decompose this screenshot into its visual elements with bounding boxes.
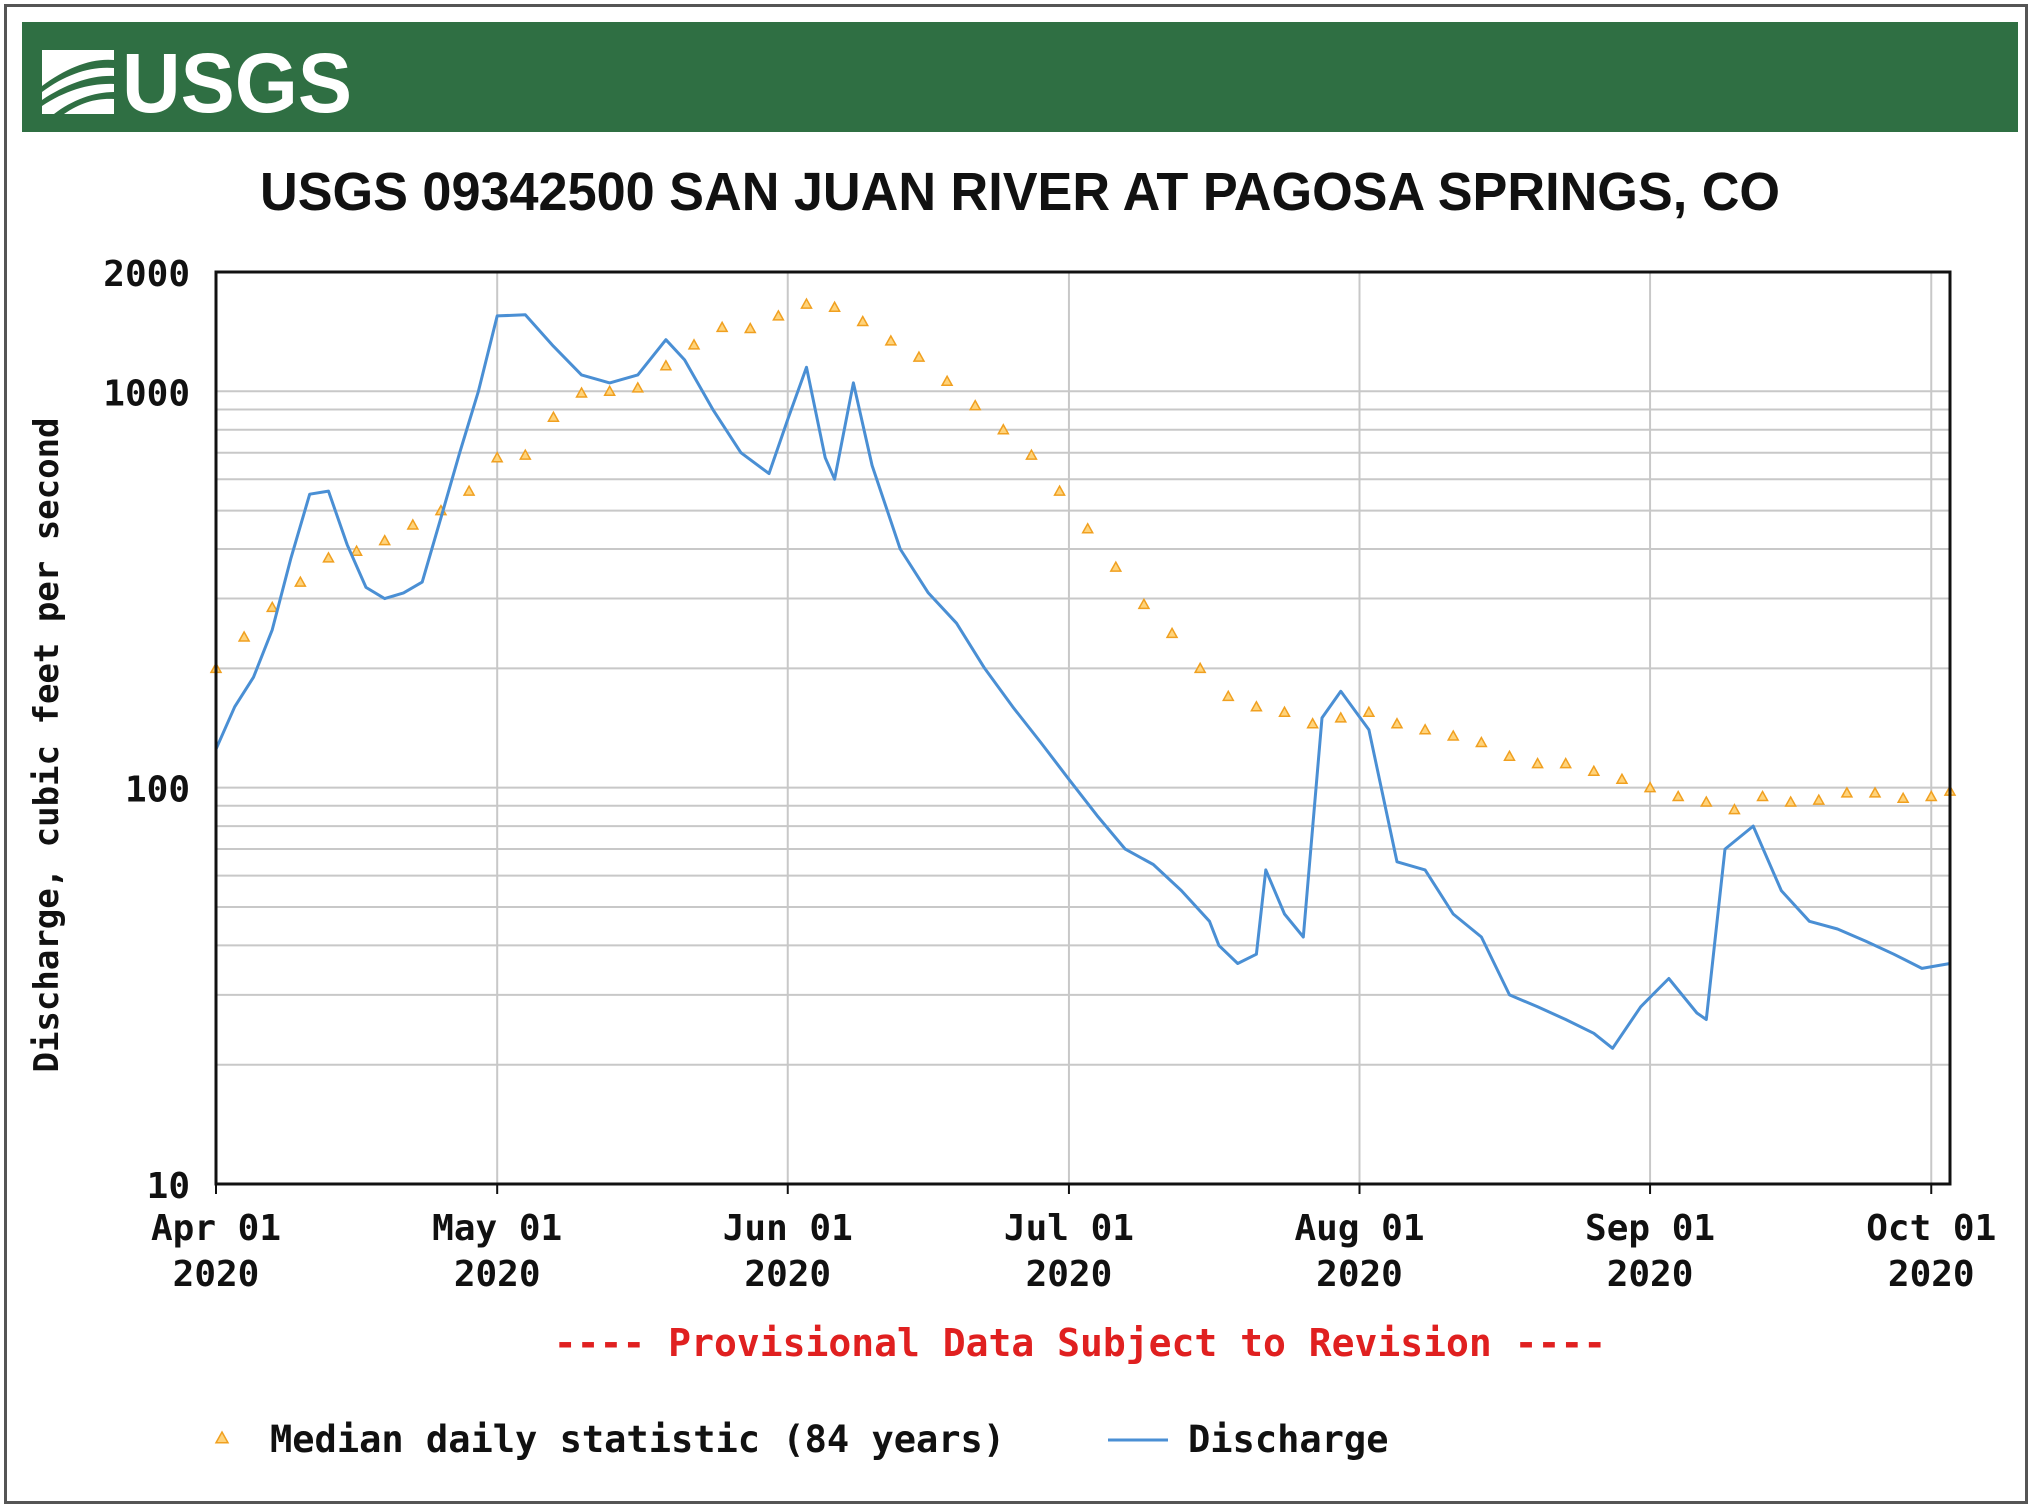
y-tick-label: 10 — [147, 1166, 190, 1207]
median-point — [1924, 789, 1938, 802]
y-axis-ticks: 2000 1000 100 10 — [103, 254, 190, 1207]
provisional-annotation: ---- Provisional Data Subject to Revisio… — [554, 1321, 1606, 1365]
chart-frame — [4, 4, 2028, 1504]
x-tick-label-year: 2020 — [454, 1254, 541, 1295]
median-point — [1559, 757, 1572, 769]
median-point — [856, 314, 870, 327]
plot-area-border — [214, 270, 1952, 1186]
median-point — [912, 350, 926, 362]
x-tick-label-year: 2020 — [1026, 1254, 1113, 1295]
x-tick-label-month: Jul 01 — [1004, 1208, 1134, 1249]
y-tick-label: 1000 — [103, 373, 190, 414]
median-point — [1193, 661, 1207, 674]
x-tick-label-year: 2020 — [1888, 1254, 1975, 1295]
grid — [215, 271, 1950, 1184]
y-tick-label: 100 — [125, 770, 190, 811]
median-point — [997, 423, 1010, 435]
median-point — [1475, 735, 1488, 748]
median-point — [772, 309, 785, 321]
median-point — [1868, 786, 1882, 798]
median-point — [1700, 795, 1713, 807]
median-point — [828, 300, 841, 312]
median-point — [237, 630, 251, 642]
legend: Median daily statistic (84 years) Discha… — [214, 1418, 1388, 1461]
x-tick-label-month: Oct 01 — [1866, 1208, 1996, 1249]
median-point — [378, 534, 391, 546]
median-point — [1643, 781, 1657, 793]
median-point — [1615, 772, 1629, 785]
median-point — [1025, 448, 1038, 460]
median-point — [1278, 705, 1291, 717]
median-point — [1840, 786, 1854, 798]
median-point — [519, 448, 532, 460]
median-point — [322, 551, 335, 563]
median-point — [603, 384, 616, 397]
median-point — [800, 297, 813, 309]
median-point — [1250, 700, 1263, 712]
median-point — [715, 320, 729, 333]
legend-median-label: Median daily statistic (84 years) — [270, 1418, 1005, 1461]
median-point — [884, 334, 898, 346]
median-point — [1165, 626, 1179, 639]
median-point — [968, 399, 982, 411]
x-tick-label-month: Apr 01 — [151, 1208, 281, 1249]
median-point — [575, 386, 588, 398]
legend-discharge-label: Discharge — [1188, 1418, 1388, 1461]
median-series — [209, 297, 1957, 815]
median-point — [631, 381, 645, 393]
usgs-logo: USGS — [42, 36, 352, 126]
x-axis-ticks: Apr 01 2020 May 01 2020 Jun 01 2020 Jul 01 2020… — [151, 1184, 1996, 1295]
median-point — [687, 338, 701, 350]
x-tick-label-year: 2020 — [1316, 1254, 1403, 1295]
median-point — [1222, 689, 1235, 702]
median-point — [659, 359, 673, 371]
discharge-series — [214, 313, 1951, 1050]
median-point — [1784, 795, 1797, 807]
median-point — [350, 544, 363, 556]
usgs-logo-text: USGS — [122, 36, 352, 126]
x-tick-label-year: 2020 — [173, 1254, 260, 1295]
median-point — [743, 322, 757, 334]
x-tick-label-month: May 01 — [432, 1208, 562, 1249]
median-point — [547, 410, 560, 423]
median-point — [1081, 522, 1094, 534]
x-tick-label-year: 2020 — [1607, 1254, 1694, 1295]
median-point — [490, 451, 504, 463]
median-point — [1446, 729, 1460, 741]
median-point — [940, 374, 954, 387]
usgs-wave-icon — [42, 50, 114, 114]
legend-median-marker — [214, 1430, 230, 1444]
median-point — [1812, 793, 1826, 805]
median-point — [1137, 597, 1151, 610]
x-tick-label-month: Sep 01 — [1585, 1208, 1715, 1249]
median-point — [265, 600, 279, 613]
median-point — [462, 484, 476, 496]
legend-median-icon — [214, 1430, 230, 1444]
x-tick-label-year: 2020 — [744, 1254, 831, 1295]
median-point — [1334, 711, 1348, 723]
median-point — [1390, 717, 1404, 729]
median-point — [1728, 803, 1741, 815]
discharge-line — [214, 313, 1951, 1050]
y-tick-label: 2000 — [103, 254, 190, 295]
x-tick-label-month: Aug 01 — [1294, 1208, 1424, 1249]
chart-title: USGS 09342500 SAN JUAN RIVER AT PAGOSA S… — [260, 162, 1780, 222]
median-point — [1587, 764, 1601, 776]
median-point — [1418, 723, 1432, 735]
x-tick-label-month: Jun 01 — [723, 1208, 853, 1249]
median-point — [294, 575, 307, 587]
y-axis-label: Discharge, cubic feet per second — [27, 417, 67, 1072]
median-point — [1756, 789, 1769, 802]
usgs-banner: USGS — [22, 22, 2018, 132]
median-point — [1109, 560, 1123, 572]
median-point — [1671, 789, 1685, 802]
median-point — [1531, 757, 1544, 769]
median-point — [1503, 749, 1516, 762]
median-point — [1306, 717, 1319, 729]
median-point — [1362, 705, 1376, 717]
median-point — [1053, 484, 1066, 496]
median-point — [1896, 791, 1910, 804]
median-point — [406, 518, 420, 530]
